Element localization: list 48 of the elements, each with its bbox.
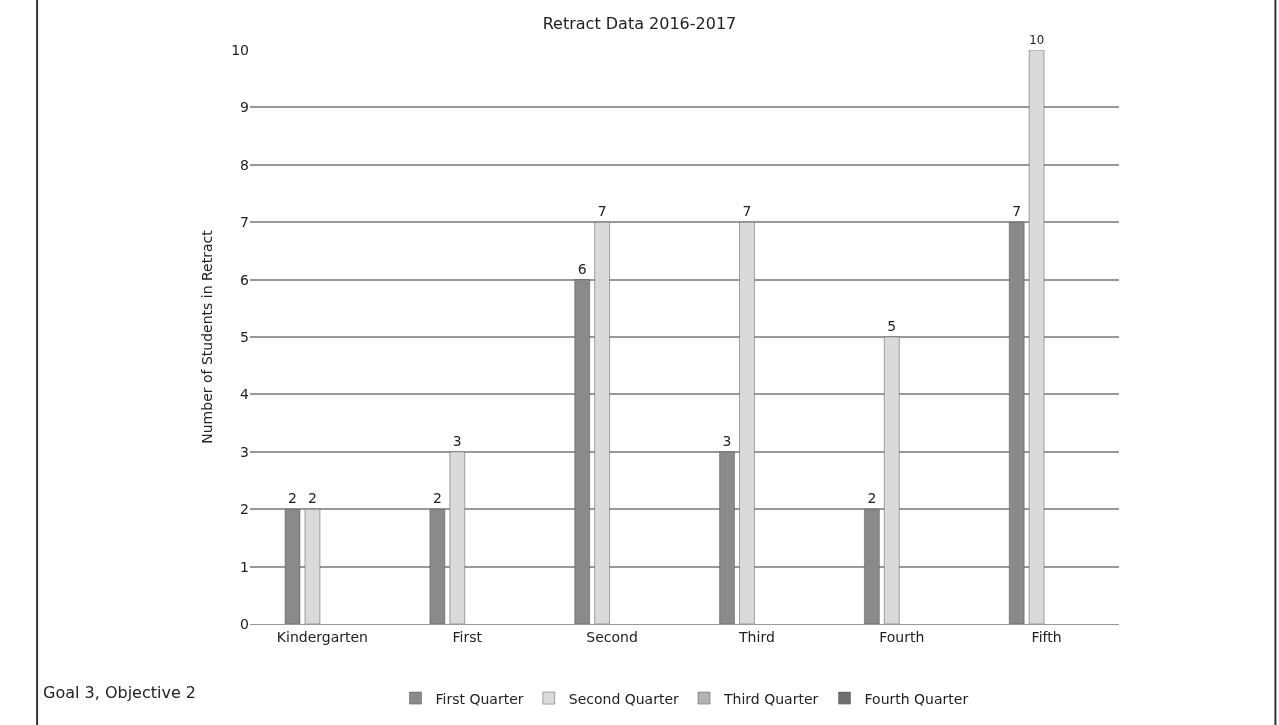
- y-tick-label: 10: [231, 41, 249, 58]
- y-tick-label: 8: [240, 156, 249, 173]
- y-tick-label: 2: [240, 501, 249, 518]
- y-axis-title: Number of Students in Retract: [198, 229, 215, 444]
- bar: [864, 508, 880, 624]
- data-label: 3: [452, 432, 462, 449]
- data-label: 7: [742, 203, 752, 220]
- bar: [284, 508, 301, 624]
- legend-label: Third Quarter: [723, 690, 819, 707]
- chart-title: Retract Data 2016-2017: [542, 14, 737, 34]
- bar: [719, 451, 735, 624]
- x-tick-label: First: [452, 628, 483, 645]
- bar: [594, 221, 610, 624]
- legend-label: First Quarter: [435, 690, 524, 707]
- data-label: 7: [1012, 203, 1022, 220]
- bar: [1008, 221, 1025, 624]
- data-label: 2: [288, 490, 298, 507]
- data-label: 3: [722, 432, 732, 449]
- bar: [739, 221, 755, 624]
- data-label: 6: [577, 260, 587, 277]
- legend-label: Second Quarter: [568, 690, 680, 707]
- text: Goal 3, Objective 2: [43, 683, 197, 702]
- data-label: 7: [597, 203, 607, 220]
- bar: [884, 336, 900, 624]
- bar: [304, 508, 321, 624]
- x-tick-label: Second: [586, 628, 638, 645]
- y-tick-label: 0: [240, 615, 249, 632]
- x-tick-label: Fifth: [1031, 628, 1062, 645]
- bar: [574, 279, 590, 624]
- x-tick-label: Kindergarten: [276, 628, 368, 645]
- y-tick-label: 5: [240, 328, 249, 345]
- data-label: 10: [1029, 33, 1045, 48]
- data-label: 5: [887, 318, 897, 334]
- y-tick-label: 9: [240, 99, 249, 116]
- data-label: 2: [867, 490, 877, 507]
- legend-label: Fourth Quarter: [864, 690, 969, 707]
- y-tick-label: 7: [240, 214, 249, 231]
- bar: [449, 451, 466, 624]
- data-label: 2: [432, 490, 442, 507]
- bar: [1028, 50, 1045, 624]
- y-tick-label: 4: [240, 386, 250, 403]
- y-tick-label: 1: [240, 558, 249, 575]
- bar: [429, 508, 446, 624]
- data-label: 2: [308, 490, 317, 507]
- y-tick-label: 6: [240, 271, 250, 288]
- x-tick-label: Fourth: [879, 628, 925, 645]
- x-tick-label: Third: [738, 628, 775, 645]
- y-tick-label: 3: [240, 443, 249, 460]
